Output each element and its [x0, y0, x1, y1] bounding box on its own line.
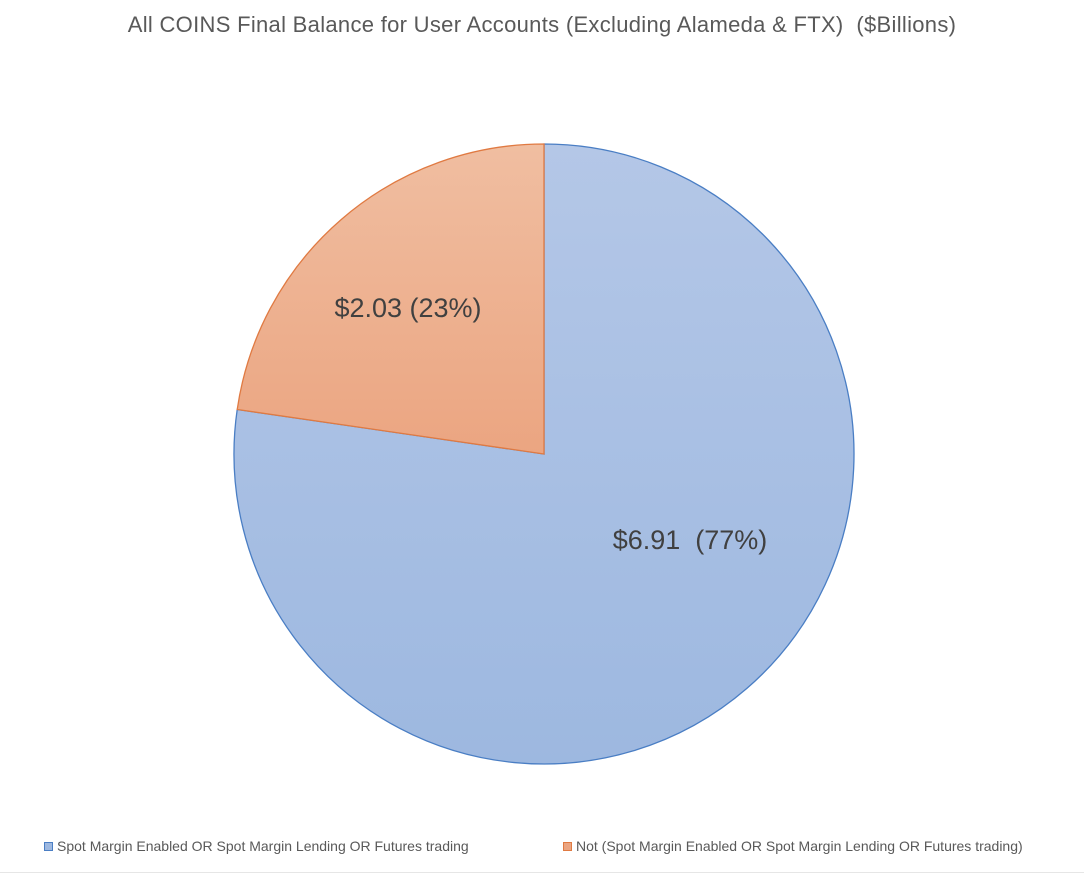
data-label-0: $6.91 (77%) — [613, 525, 768, 555]
divider — [0, 872, 1084, 873]
legend-swatch-1 — [563, 841, 572, 851]
pie-slice-0 — [233, 143, 855, 765]
chart-legend: Spot Margin Enabled OR Spot Margin Lendi… — [0, 838, 1084, 858]
legend-label-0: Spot Margin Enabled OR Spot Margin Lendi… — [57, 838, 469, 854]
chart-title: All COINS Final Balance for User Account… — [127, 12, 957, 37]
pie-slice-1 — [236, 143, 545, 455]
data-label-1: $2.03 (23%) — [334, 293, 481, 323]
legend-swatch-0 — [44, 841, 53, 851]
legend-item-1: Not (Spot Margin Enabled OR Spot Margin … — [563, 838, 1023, 854]
legend-label-1: Not (Spot Margin Enabled OR Spot Margin … — [576, 838, 1023, 854]
legend-item-0: Spot Margin Enabled OR Spot Margin Lendi… — [44, 838, 469, 854]
